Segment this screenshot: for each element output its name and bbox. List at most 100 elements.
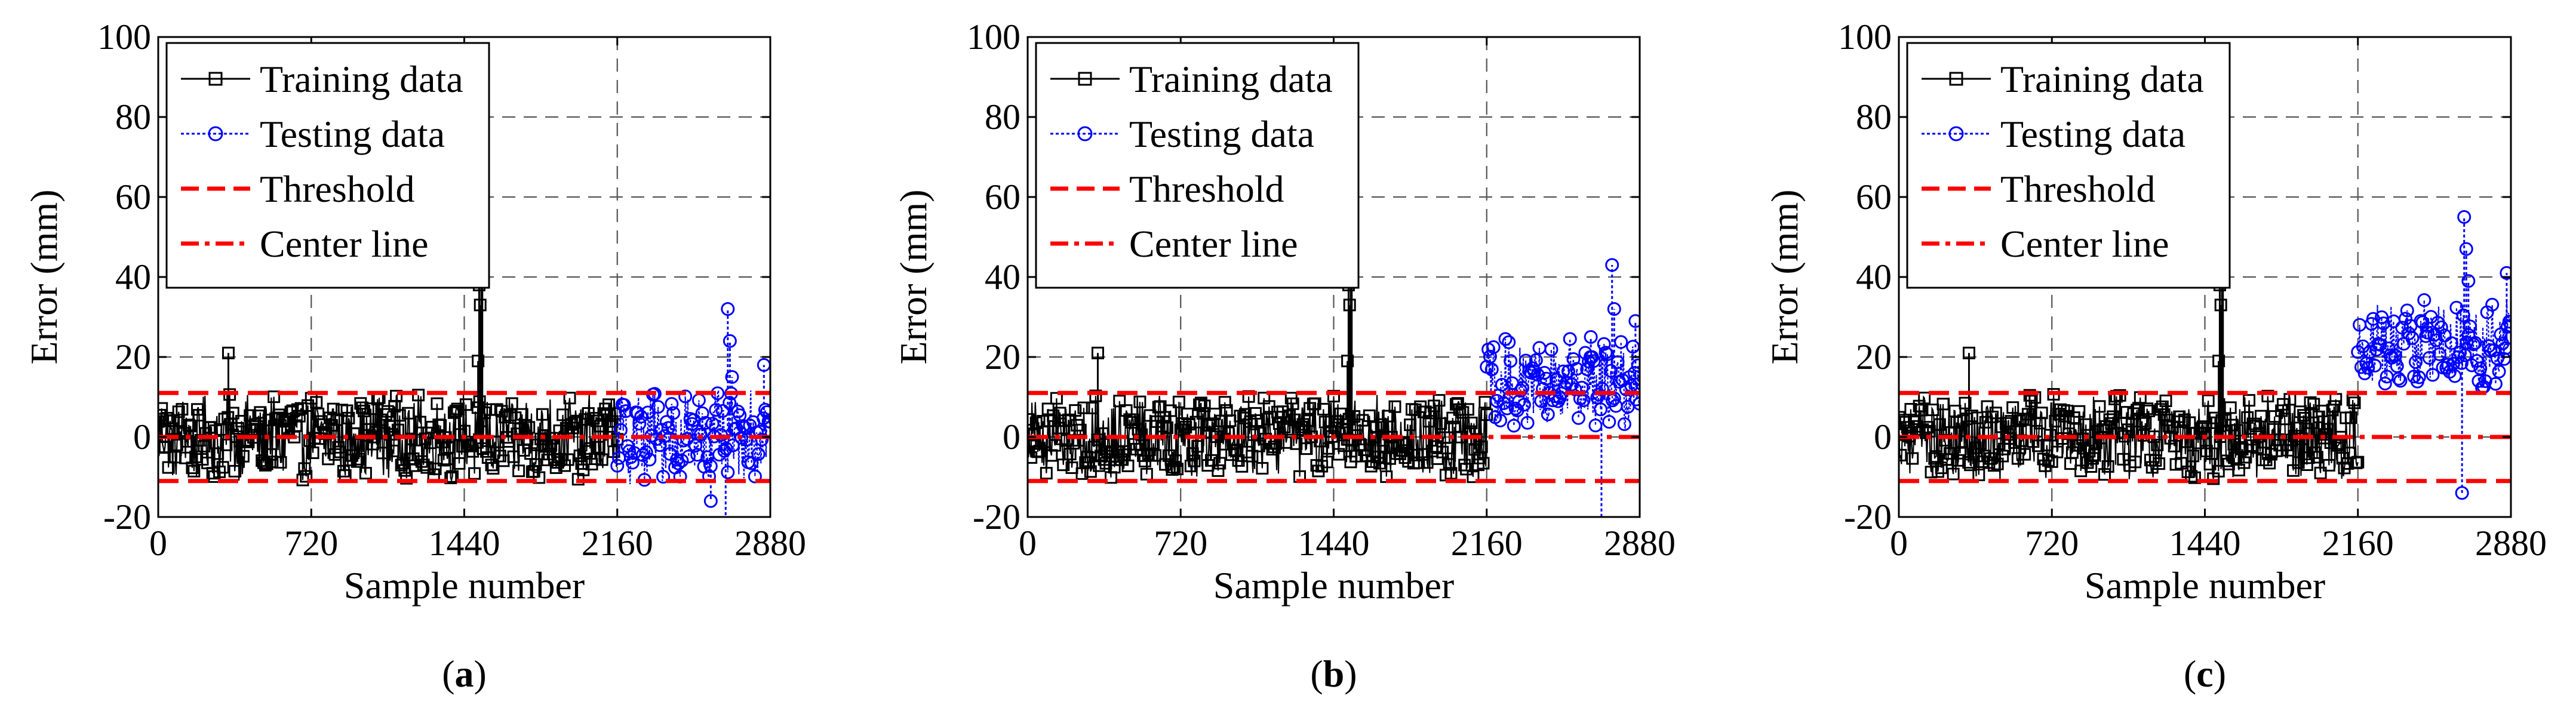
training-marker bbox=[349, 427, 362, 441]
x-tick-label-1440: 1440 bbox=[1298, 524, 1370, 563]
testing-marker bbox=[2361, 361, 2375, 375]
training-marker bbox=[1434, 417, 1447, 430]
training-marker bbox=[1899, 448, 1907, 461]
testing-marker bbox=[2368, 358, 2382, 373]
training-marker bbox=[2101, 460, 2114, 473]
training-marker bbox=[1050, 392, 1063, 405]
training-marker bbox=[442, 441, 456, 454]
testing-spike-marker bbox=[1628, 314, 1640, 328]
training-marker bbox=[2006, 401, 2019, 414]
testing-marker bbox=[625, 455, 640, 470]
training-marker bbox=[2344, 411, 2357, 424]
training-marker bbox=[2322, 458, 2335, 472]
testing-marker bbox=[699, 415, 713, 430]
testing-marker bbox=[634, 410, 648, 424]
training-spike-marker bbox=[1091, 346, 1104, 359]
training-marker bbox=[198, 439, 211, 452]
x-tick-label-1440: 1440 bbox=[429, 524, 500, 563]
training-spike-marker bbox=[222, 346, 235, 359]
testing-marker bbox=[1631, 358, 1640, 373]
training-marker bbox=[1198, 399, 1211, 413]
training-marker bbox=[459, 398, 472, 411]
training-marker bbox=[425, 420, 438, 433]
training-marker bbox=[1326, 430, 1339, 443]
testing-marker bbox=[1498, 332, 1513, 346]
training-marker bbox=[1422, 415, 1435, 428]
legend-label-testing: Testing data bbox=[260, 113, 445, 155]
training-marker bbox=[340, 404, 353, 417]
training-marker bbox=[1971, 411, 1984, 424]
training-marker bbox=[1140, 467, 1153, 481]
training-marker bbox=[1060, 434, 1073, 447]
testing-marker bbox=[2478, 374, 2492, 389]
testing-marker bbox=[2473, 361, 2488, 375]
training-marker bbox=[1382, 410, 1395, 423]
training-marker bbox=[434, 419, 447, 432]
testing-marker bbox=[610, 458, 625, 473]
training-marker bbox=[595, 453, 608, 466]
training-marker bbox=[383, 420, 396, 433]
training-marker bbox=[1160, 421, 1173, 434]
training-marker bbox=[2088, 448, 2101, 461]
training-marker bbox=[1368, 430, 1381, 444]
testing-marker bbox=[2460, 335, 2474, 350]
training-marker bbox=[2001, 428, 2014, 441]
panel-label-close-paren: ) bbox=[2214, 652, 2226, 695]
y-axis-label: Error (mm) bbox=[23, 189, 65, 364]
training-marker bbox=[1987, 459, 2000, 472]
training-marker bbox=[420, 461, 434, 474]
panel-label-open-paren: ( bbox=[442, 652, 454, 695]
training-marker bbox=[172, 405, 185, 418]
training-marker bbox=[1057, 458, 1070, 472]
training-marker bbox=[266, 455, 279, 469]
testing-marker bbox=[681, 450, 696, 464]
training-marker bbox=[2187, 450, 2200, 463]
testing-marker bbox=[1520, 415, 1535, 430]
training-marker bbox=[2113, 389, 2126, 402]
training-marker bbox=[2093, 400, 2106, 413]
training-marker bbox=[2241, 411, 2254, 424]
legend-label-threshold: Threshold bbox=[2000, 168, 2156, 210]
training-marker bbox=[385, 428, 398, 441]
training-marker bbox=[254, 406, 267, 419]
testing-spike-marker bbox=[2500, 266, 2511, 280]
y-tick-label-20: 20 bbox=[115, 337, 151, 377]
training-marker bbox=[1113, 395, 1126, 408]
training-marker bbox=[300, 470, 313, 483]
testing-marker bbox=[2504, 318, 2511, 333]
training-marker bbox=[1300, 442, 1313, 455]
testing-marker bbox=[705, 417, 720, 431]
x-axis-label: Sample number bbox=[1213, 564, 1454, 607]
data-layer bbox=[1899, 195, 2511, 500]
training-marker bbox=[413, 415, 426, 429]
training-marker bbox=[2254, 410, 2267, 423]
training-marker bbox=[2135, 415, 2148, 428]
training-marker bbox=[512, 464, 525, 478]
training-marker bbox=[1206, 417, 1219, 430]
y-tick-label--20: -20 bbox=[973, 497, 1020, 537]
testing-spike-marker bbox=[2455, 486, 2469, 500]
testing-marker bbox=[2412, 370, 2426, 384]
testing-marker bbox=[2485, 297, 2500, 312]
training-marker bbox=[2183, 416, 2196, 429]
training-marker bbox=[1218, 396, 1231, 409]
training-marker bbox=[1049, 439, 1062, 452]
x-tick-label-0: 0 bbox=[1019, 524, 1037, 563]
training-marker bbox=[447, 406, 460, 419]
testing-marker bbox=[1504, 354, 1518, 368]
testing-marker bbox=[2449, 300, 2464, 315]
training-marker bbox=[487, 462, 500, 475]
training-marker bbox=[2243, 394, 2256, 407]
x-tick-label-720: 720 bbox=[1154, 524, 1207, 563]
testing-marker bbox=[1539, 371, 1553, 386]
training-marker bbox=[2321, 423, 2334, 436]
training-marker bbox=[1461, 403, 1474, 416]
x-tick-label-2160: 2160 bbox=[1451, 524, 1523, 563]
training-marker bbox=[380, 408, 393, 421]
testing-marker bbox=[755, 432, 769, 447]
testing-marker bbox=[1517, 398, 1531, 412]
testing-spike-marker bbox=[721, 302, 735, 316]
training-marker bbox=[393, 409, 406, 422]
testing-marker bbox=[2488, 377, 2503, 391]
x-tick-label-2880: 2880 bbox=[734, 524, 806, 563]
